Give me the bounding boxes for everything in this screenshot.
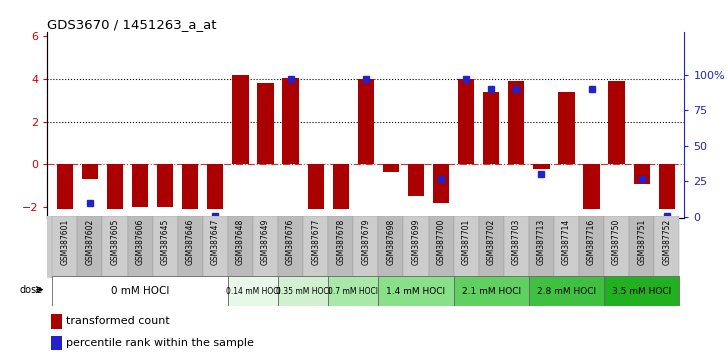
Text: transformed count: transformed count <box>66 316 170 326</box>
Bar <box>533 164 550 169</box>
Text: percentile rank within the sample: percentile rank within the sample <box>66 338 254 348</box>
Bar <box>659 164 675 209</box>
Text: GSM387647: GSM387647 <box>211 219 220 266</box>
Bar <box>278 216 303 278</box>
Text: 2.1 mM HOCl: 2.1 mM HOCl <box>462 287 521 296</box>
Text: GSM387752: GSM387752 <box>662 219 671 265</box>
Bar <box>203 216 228 278</box>
Bar <box>232 75 248 164</box>
Bar <box>353 216 379 278</box>
Text: GSM387716: GSM387716 <box>587 219 596 265</box>
Text: GSM387646: GSM387646 <box>186 219 195 266</box>
Text: GSM387606: GSM387606 <box>135 219 145 266</box>
Text: 3.5 mM HOCl: 3.5 mM HOCl <box>612 287 671 296</box>
Bar <box>182 164 199 209</box>
Bar <box>50 314 62 329</box>
Bar <box>433 164 449 203</box>
Text: GSM387678: GSM387678 <box>336 219 345 265</box>
Bar <box>307 164 324 209</box>
Bar <box>529 276 604 306</box>
Bar <box>278 276 328 306</box>
Text: 0.35 mM HOCl: 0.35 mM HOCl <box>276 287 331 296</box>
Bar <box>403 216 429 278</box>
Bar <box>379 276 454 306</box>
Bar <box>454 276 529 306</box>
Bar <box>50 336 62 350</box>
Bar <box>579 216 604 278</box>
Text: GSM387702: GSM387702 <box>487 219 496 265</box>
Text: GSM387602: GSM387602 <box>85 219 95 265</box>
Text: 0.14 mM HOCl: 0.14 mM HOCl <box>226 287 280 296</box>
Text: 2.8 mM HOCl: 2.8 mM HOCl <box>537 287 596 296</box>
Bar <box>157 164 173 207</box>
Text: 0.7 mM HOCl: 0.7 mM HOCl <box>328 287 379 296</box>
Bar <box>207 164 223 209</box>
Bar <box>52 276 228 306</box>
Bar <box>508 81 524 164</box>
Bar <box>127 216 153 278</box>
Bar <box>479 216 504 278</box>
Bar <box>253 216 278 278</box>
Text: 1.4 mM HOCl: 1.4 mM HOCl <box>387 287 446 296</box>
Text: GSM387605: GSM387605 <box>111 219 119 266</box>
Bar <box>554 216 579 278</box>
Bar <box>529 216 554 278</box>
Bar <box>228 216 253 278</box>
Text: dose: dose <box>20 285 42 295</box>
Text: GSM387714: GSM387714 <box>562 219 571 265</box>
Bar <box>77 216 103 278</box>
Text: GSM387713: GSM387713 <box>537 219 546 265</box>
Bar <box>57 164 73 209</box>
Bar <box>458 79 474 164</box>
Text: GSM387677: GSM387677 <box>311 219 320 266</box>
Bar <box>504 216 529 278</box>
Text: GSM387750: GSM387750 <box>612 219 621 266</box>
Text: GSM387701: GSM387701 <box>462 219 470 265</box>
Bar <box>604 216 629 278</box>
Text: GDS3670 / 1451263_a_at: GDS3670 / 1451263_a_at <box>47 18 217 31</box>
Bar <box>303 216 328 278</box>
Bar <box>609 81 625 164</box>
Bar <box>379 216 403 278</box>
Bar <box>558 92 574 164</box>
Bar <box>107 164 123 209</box>
Text: GSM387601: GSM387601 <box>60 219 69 265</box>
Bar <box>228 276 278 306</box>
Text: GSM387679: GSM387679 <box>361 219 371 266</box>
Text: GSM387645: GSM387645 <box>161 219 170 266</box>
Text: GSM387700: GSM387700 <box>437 219 446 266</box>
Text: GSM387648: GSM387648 <box>236 219 245 265</box>
Bar <box>328 276 379 306</box>
Text: GSM387698: GSM387698 <box>387 219 395 265</box>
Text: GSM387676: GSM387676 <box>286 219 295 266</box>
Text: 0 mM HOCl: 0 mM HOCl <box>111 286 170 296</box>
Bar <box>629 216 654 278</box>
Bar <box>654 216 679 278</box>
Bar <box>604 276 679 306</box>
Bar <box>103 216 127 278</box>
Bar <box>583 164 600 209</box>
Bar <box>483 92 499 164</box>
Bar <box>178 216 203 278</box>
Bar <box>408 164 424 196</box>
Text: GSM387699: GSM387699 <box>411 219 421 266</box>
Bar <box>454 216 479 278</box>
Bar <box>633 164 650 183</box>
Bar <box>357 79 374 164</box>
Bar <box>52 216 77 278</box>
Bar <box>153 216 178 278</box>
Bar <box>383 164 399 172</box>
Bar <box>82 164 98 179</box>
Text: GSM387703: GSM387703 <box>512 219 521 266</box>
Bar <box>258 83 274 164</box>
Bar <box>328 216 353 278</box>
Text: GSM387751: GSM387751 <box>637 219 646 265</box>
Bar <box>282 78 298 164</box>
Text: GSM387649: GSM387649 <box>261 219 270 266</box>
Bar <box>429 216 454 278</box>
Bar <box>333 164 349 209</box>
Bar <box>132 164 149 207</box>
